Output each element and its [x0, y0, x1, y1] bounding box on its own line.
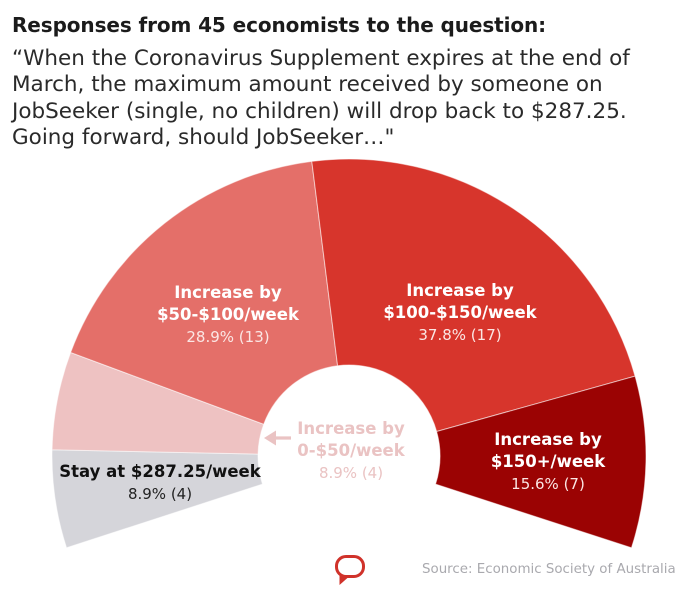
segment-label-title: $150+/week	[490, 452, 606, 471]
segment-label-title: Increase by	[406, 281, 514, 300]
question-line: JobSeeker (single, no children) will dro…	[12, 98, 627, 124]
speech-bubble-icon	[335, 555, 365, 585]
question-text: “When the Coronavirus Supplement expires…	[12, 46, 630, 151]
segment-label-150-plus: Increase by $150+/week 15.6% (7)	[428, 429, 668, 495]
segment-label-stay: Stay at $287.25/week 8.9% (4)	[40, 460, 280, 506]
chart-segments	[51, 158, 647, 549]
segment-label-title: $100-$150/week	[383, 303, 537, 322]
chart-segment	[69, 160, 339, 425]
arrow-left-icon	[264, 430, 291, 446]
segment-label-100-150: Increase by $100-$150/week 37.8% (17)	[340, 280, 580, 346]
segment-label-value: 8.9% (4)	[127, 485, 193, 503]
segment-label-title: Increase by	[174, 283, 282, 302]
segment-label-title: Increase by	[494, 430, 602, 449]
segment-label-0-50: Increase by 0-$50/week 8.9% (4)	[231, 418, 471, 484]
segment-label-value: 8.9% (4)	[318, 464, 384, 482]
segment-label-title: 0-$50/week	[297, 441, 405, 460]
chart-title: Responses from 45 economists to the ques…	[12, 13, 547, 37]
segment-label-title: Increase by	[297, 419, 405, 438]
segment-label-title: $50-$100/week	[157, 305, 299, 324]
chart-segment	[311, 158, 636, 433]
segment-label-value: 37.8% (17)	[418, 326, 502, 344]
source-note: Source: Economic Society of Australia	[422, 562, 676, 577]
question-line: March, the maximum amount received by so…	[12, 72, 603, 98]
segment-label-50-100: Increase by $50-$100/week 28.9% (13)	[108, 282, 348, 348]
chart-segment	[434, 375, 647, 549]
question-line: “When the Coronavirus Supplement expires…	[12, 46, 630, 71]
segment-label-title: Stay at $287.25/week	[59, 462, 261, 481]
segment-label-value: 28.9% (13)	[186, 328, 270, 346]
question-line: Going forward, should JobSeeker…"	[12, 124, 395, 150]
segment-label-value: 15.6% (7)	[511, 475, 585, 493]
